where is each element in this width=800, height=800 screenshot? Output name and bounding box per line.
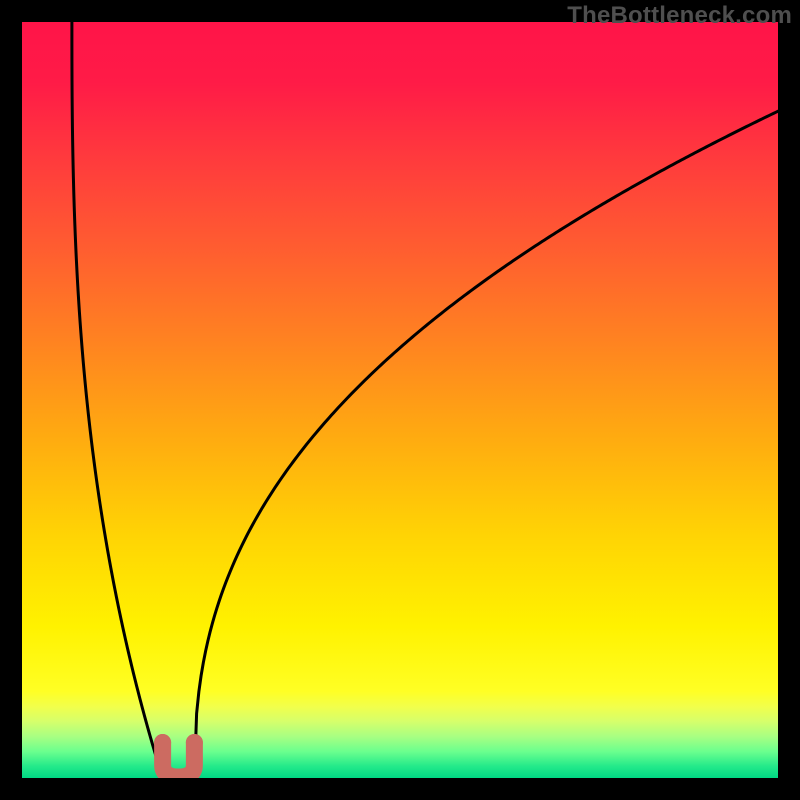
valley-marker-right-lobe <box>186 734 203 751</box>
gradient-background <box>22 22 778 778</box>
valley-marker-left-lobe <box>154 734 171 751</box>
plot-area <box>22 22 778 778</box>
watermark-text: TheBottleneck.com <box>567 2 792 30</box>
chart-svg <box>22 22 778 778</box>
chart-frame: TheBottleneck.com <box>0 0 800 800</box>
